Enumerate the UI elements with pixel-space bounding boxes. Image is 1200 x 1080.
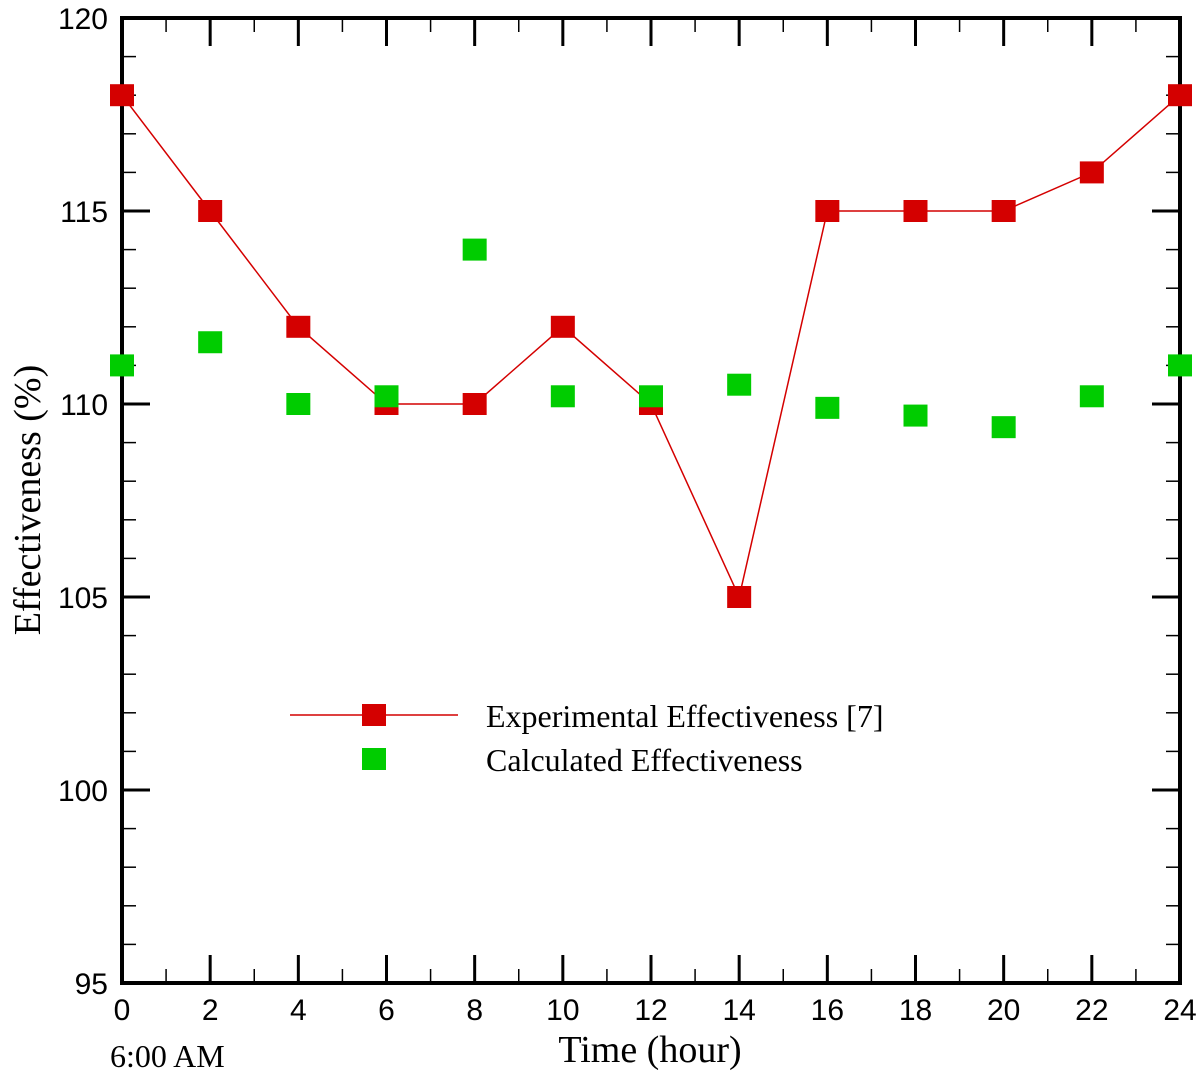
y-tick-label: 110 (60, 389, 108, 422)
series-lines (121, 94, 1181, 600)
y-tick-label: 105 (58, 582, 108, 615)
calculated-point (462, 238, 487, 261)
experimental-point (903, 200, 928, 222)
calculated-point (198, 331, 223, 354)
x-tick-label: 14 (722, 994, 755, 1027)
calculated-point (903, 404, 928, 427)
data-markers (110, 84, 1192, 608)
y-axis-title: Effectiveness (%) (7, 365, 49, 635)
x-tick-label: 10 (546, 994, 579, 1027)
y-tick-label: 115 (60, 196, 108, 229)
legend-calculated-marker (362, 748, 386, 770)
x-tick-label: 24 (1163, 994, 1196, 1027)
calculated-point (639, 385, 663, 408)
calculated-point (286, 393, 311, 415)
x-axis-title: Time (hour) (558, 1029, 741, 1071)
x-tick-label: 2 (202, 994, 219, 1027)
y-tick-label: 95 (75, 968, 108, 1001)
experimental-point (550, 315, 575, 338)
experimental-point (815, 200, 840, 222)
calculated-point (1168, 354, 1192, 377)
legend: Experimental Effectiveness [7] Calculate… (290, 698, 883, 778)
x-tick-label: 8 (466, 994, 483, 1027)
x-tick-label: 0 (114, 994, 131, 1027)
experimental-point (1079, 161, 1104, 184)
experimental-point (198, 200, 223, 222)
x-tick-label: 6 (378, 994, 395, 1027)
experimental-point (462, 393, 487, 415)
minor-ticks (122, 18, 1180, 983)
x-tick-label: 20 (987, 994, 1020, 1027)
legend-experimental-label: Experimental Effectiveness [7] (486, 698, 883, 734)
calculated-point (991, 416, 1016, 439)
experimental-point (1168, 84, 1192, 107)
calculated-point (815, 396, 840, 419)
calculated-point (374, 385, 399, 408)
x-tick-label: 12 (634, 994, 667, 1027)
calculated-point (550, 385, 575, 408)
experimental-point (727, 586, 752, 608)
legend-experimental-marker (362, 704, 386, 726)
series-line-experimental (121, 94, 1181, 600)
experimental-point (110, 84, 134, 107)
calculated-point (727, 373, 752, 396)
x-tick-label: 18 (899, 994, 932, 1027)
calculated-point (110, 354, 134, 377)
y-tick-label: 120 (58, 3, 108, 36)
major-ticks (120, 16, 1182, 985)
y-tick-label: 100 (58, 775, 108, 808)
calculated-point (1079, 385, 1104, 408)
plot-frame (120, 16, 1182, 985)
experimental-point (991, 200, 1016, 222)
experimental-point (286, 315, 311, 338)
x-tick-label: 4 (290, 994, 307, 1027)
x-tick-label: 22 (1075, 994, 1108, 1027)
legend-calculated-label: Calculated Effectiveness (486, 742, 803, 778)
x-tick-label: 16 (811, 994, 844, 1027)
x-start-note: 6:00 AM (110, 1038, 225, 1074)
